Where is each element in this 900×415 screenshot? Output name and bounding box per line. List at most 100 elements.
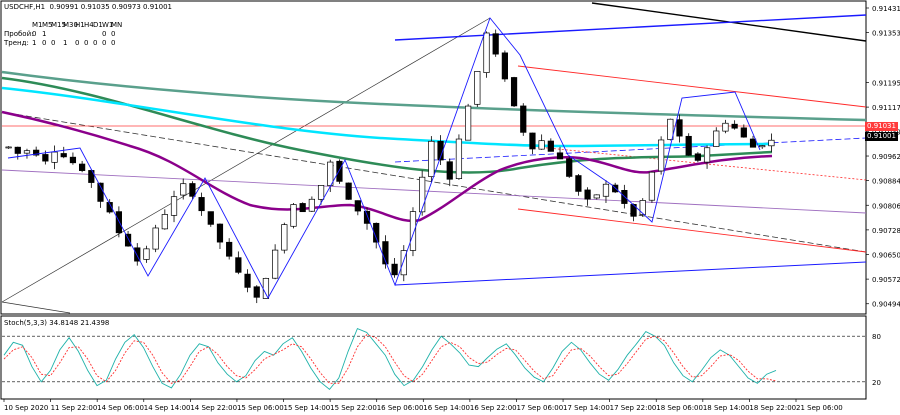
candle (685, 133, 692, 156)
symbol-line: USDCHF,H1 0.90991 0.91035 0.90973 0.9100… (4, 3, 172, 11)
trend-value-4: 0 (75, 39, 80, 47)
price-tick-label: 0.90962 (872, 153, 900, 161)
candle (79, 160, 86, 173)
candle (253, 285, 260, 304)
candle (529, 132, 536, 155)
timeframe-4: H1 (75, 21, 85, 29)
ma-purple (1, 110, 773, 223)
candle (731, 120, 738, 130)
candle (437, 135, 444, 166)
trend-lines (1, 2, 867, 314)
stochastic: 80 20 (2, 328, 881, 391)
time-tick-label: 16 Sep 22:00 (470, 404, 517, 412)
price-tick-label: 0.90806 (872, 202, 900, 210)
candle (134, 243, 141, 266)
candle (69, 152, 77, 165)
candle (575, 173, 582, 196)
black-bottom-line (1, 301, 71, 314)
trend-value-1: 0 (42, 39, 47, 47)
timeframe-3: M30 (63, 21, 78, 29)
candle (483, 31, 490, 78)
breakout-label: Пробой: (4, 30, 34, 38)
time-tick-label: 18 Sep 14:00 (703, 404, 750, 412)
time-tick-label: 16 Sep 06:00 (377, 404, 424, 412)
zigzag (7, 17, 761, 299)
candle (547, 138, 554, 152)
candle (161, 209, 168, 230)
stoch-tick-label: 20 (872, 379, 881, 387)
time-tick-label: 17 Sep 06:00 (516, 404, 563, 412)
trend-value-6: 0 (93, 39, 98, 47)
trend-value-8: 0 (111, 39, 116, 47)
candle (639, 198, 646, 217)
candle (648, 171, 656, 203)
candle (244, 269, 251, 293)
candle (703, 145, 711, 169)
candle (60, 146, 67, 159)
price-tick-label: 0.90494 (872, 301, 900, 309)
candle (345, 182, 352, 200)
candle (667, 118, 674, 141)
candle (180, 178, 187, 200)
price-tick-label: 0.90650 (872, 252, 900, 260)
candle (198, 192, 205, 216)
candle (216, 223, 224, 249)
dark-dashed-line (7, 112, 867, 253)
candle (281, 222, 288, 254)
time-tick-label: 17 Sep 22:00 (610, 404, 657, 412)
price-tick-label: 0.91117 (872, 104, 900, 112)
candle (5, 146, 12, 149)
red-level-price-tag: 0.91031 (865, 122, 898, 131)
candle (14, 146, 21, 160)
candle (272, 244, 279, 280)
candle (510, 76, 518, 108)
candle (170, 190, 178, 223)
time-axis: 10 Sep 2020 11 Sep 22:00 14 Sep 06:00 14 Se… (3, 399, 843, 412)
candle (694, 152, 701, 163)
candle (446, 158, 453, 187)
candle (740, 124, 747, 138)
breakout-value-0: 0 (32, 30, 37, 38)
candle (88, 169, 95, 188)
stoch-main-line (3, 328, 777, 391)
candle (336, 159, 343, 184)
time-tick-label: 14 Sep 22:00 (190, 404, 237, 412)
candle (538, 134, 545, 150)
candle (143, 245, 150, 263)
breakout-value-7: 0 (102, 30, 107, 38)
candle (520, 103, 527, 136)
candle (428, 136, 435, 183)
price-tick-label: 0.90572 (872, 276, 900, 284)
candle (713, 127, 720, 147)
trend-value-5: 0 (84, 39, 89, 47)
blue-bottom-line (394, 261, 867, 286)
time-tick-label: 11 Sep 22:00 (51, 404, 98, 412)
candle (189, 181, 196, 199)
blue-top-line (394, 14, 867, 41)
candle (409, 207, 417, 257)
price-tick-label: 0.91353 (872, 30, 900, 38)
time-tick-label: 15 Sep 14:00 (284, 404, 331, 412)
candle (759, 144, 766, 149)
time-tick-label: 18 Sep 06:00 (656, 404, 703, 412)
time-tick-label: 14 Sep 14:00 (144, 404, 191, 412)
candle (33, 146, 40, 157)
candle (290, 202, 297, 229)
stoch-title: Stoch(5,3,3) 34.8148 21.4398 (4, 319, 110, 327)
candle (317, 185, 325, 205)
candle (658, 136, 665, 175)
candle (556, 146, 564, 160)
candle (501, 50, 508, 82)
candle (152, 224, 159, 253)
timeframe-1: M5 (42, 21, 53, 29)
candle (23, 148, 31, 159)
timeframe-8: MN (111, 21, 123, 29)
candle (474, 71, 481, 108)
candle (676, 114, 683, 143)
time-tick-label: 15 Sep 22:00 (330, 404, 377, 412)
timeframe-2: M15 (51, 21, 66, 29)
stoch-signal-line (3, 334, 777, 384)
